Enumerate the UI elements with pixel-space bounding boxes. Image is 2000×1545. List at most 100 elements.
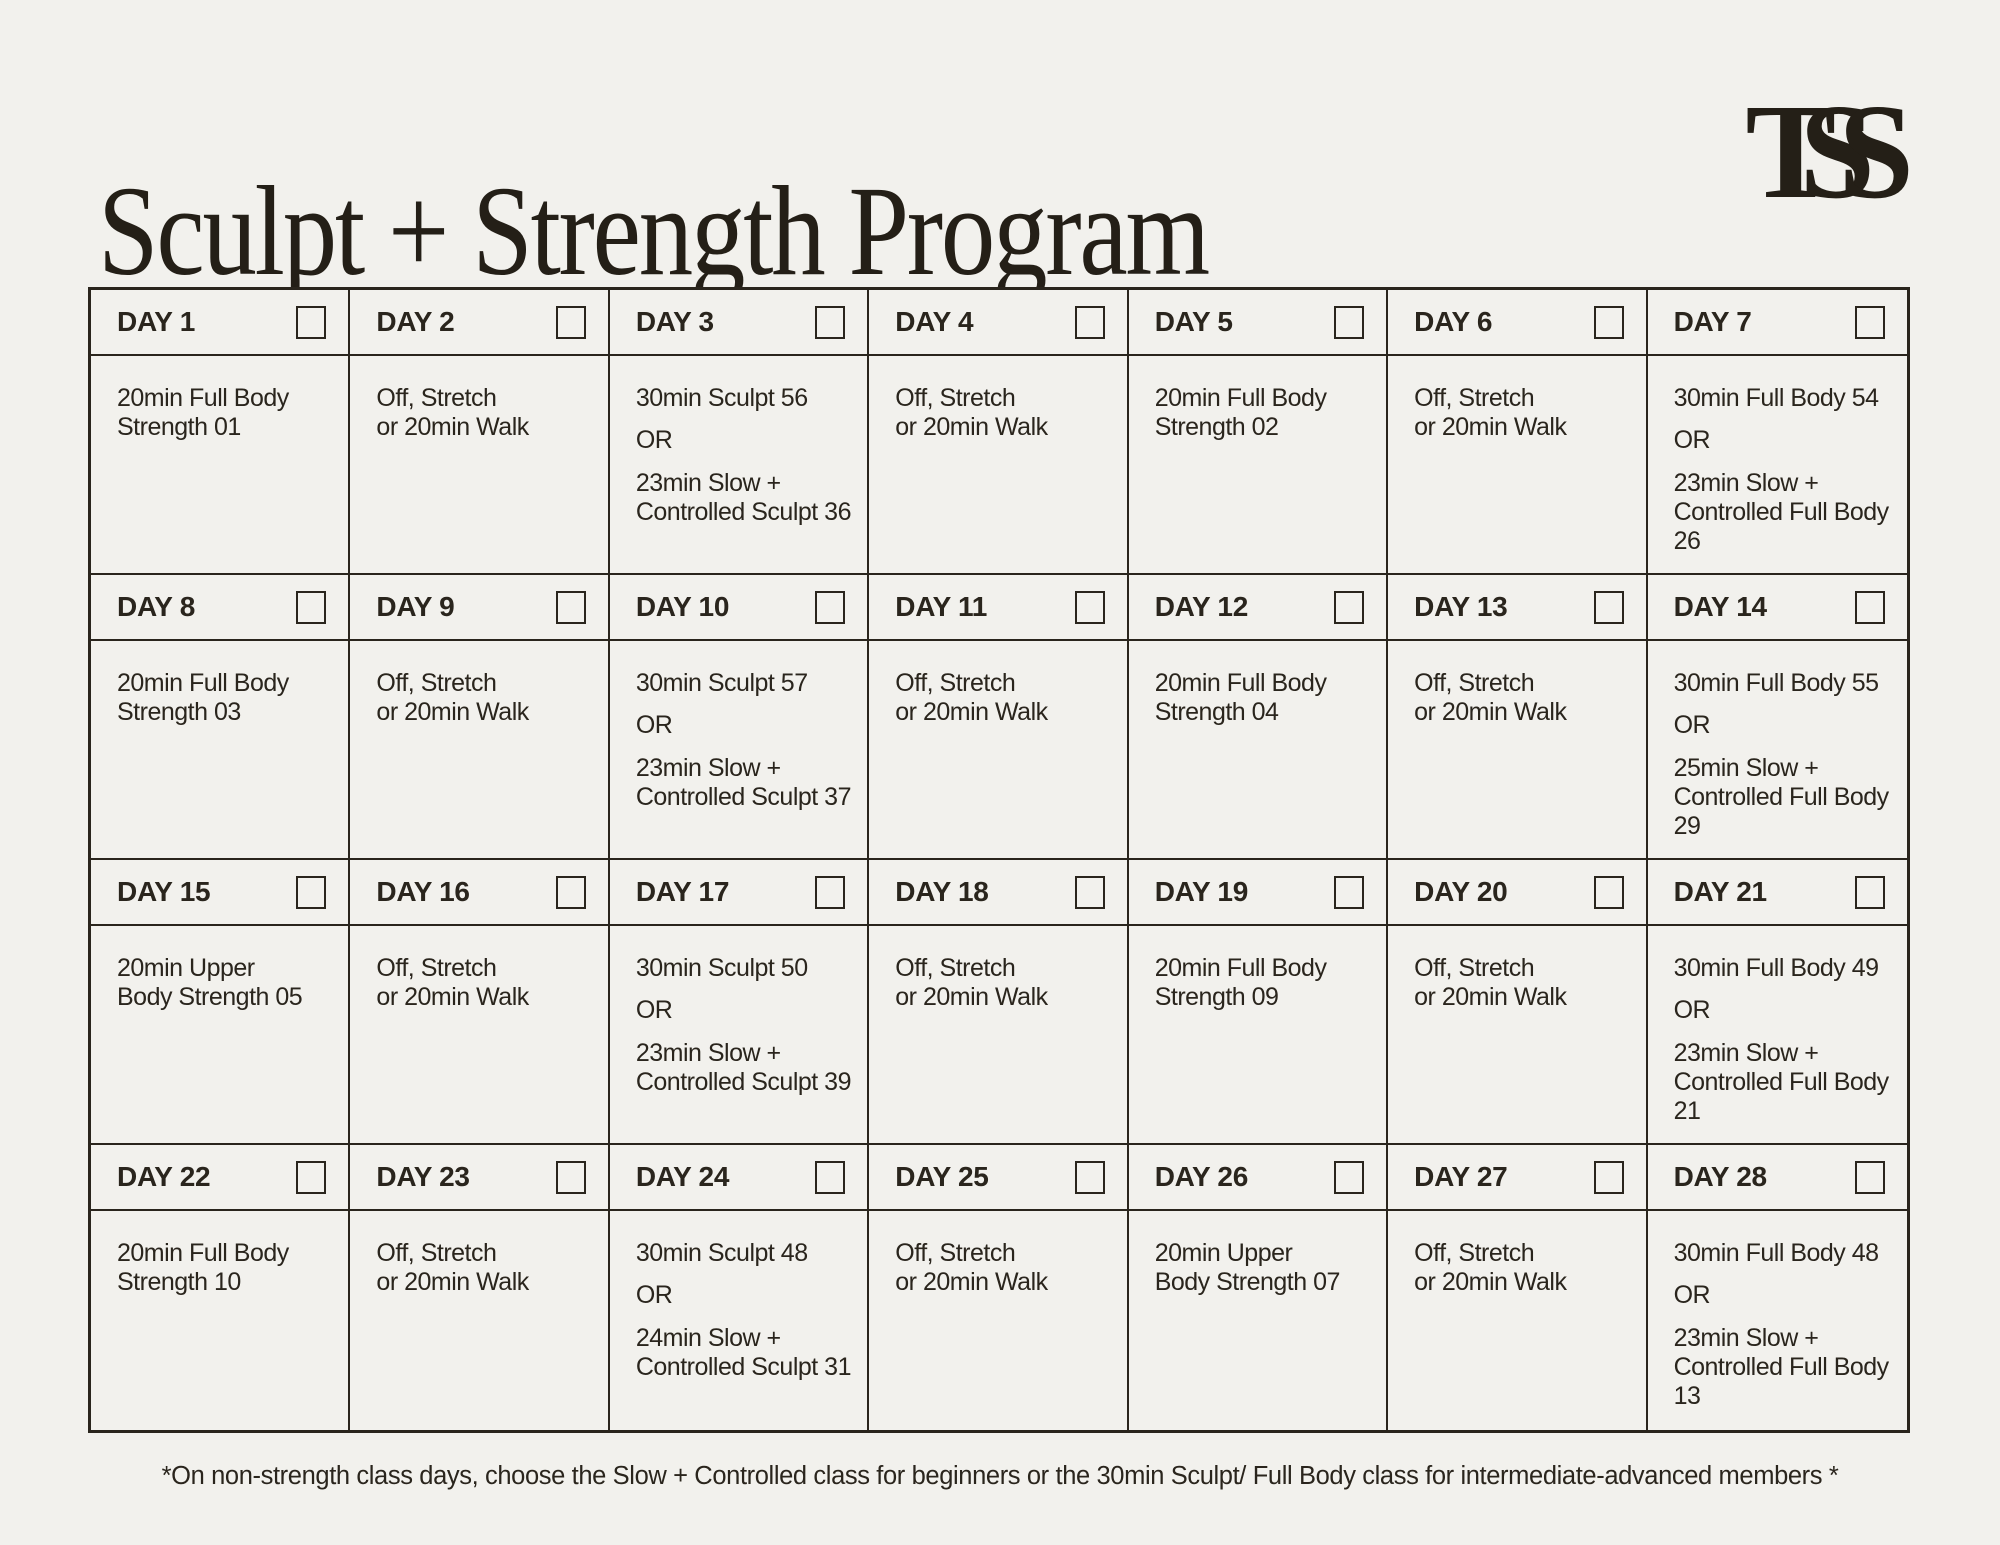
day-header: DAY 27 <box>1388 1145 1648 1211</box>
day-text: 30min Full Body 49 <box>1673 954 1880 982</box>
day-label: DAY 26 <box>1154 1161 1249 1192</box>
day-checkbox[interactable] <box>296 875 327 909</box>
day-text: 23min Slow + Controlled Full Body 26 <box>1673 468 1890 556</box>
day-checkbox[interactable] <box>555 590 586 624</box>
day-header: DAY 3 <box>609 290 870 356</box>
day-text: OR <box>635 996 673 1025</box>
day-text: 20min Full Body Strength 09 <box>1154 954 1327 1012</box>
day-text: Off, Stretch or 20min Walk <box>1414 954 1567 1012</box>
day-label: DAY 5 <box>1154 306 1233 337</box>
day-checkbox[interactable] <box>555 1160 586 1194</box>
day-header: DAY 16 <box>350 860 610 926</box>
day-checkbox[interactable] <box>1334 590 1365 624</box>
day-header: DAY 13 <box>1388 575 1648 641</box>
day-label: DAY 25 <box>895 1161 989 1192</box>
day-checkbox[interactable] <box>296 590 327 624</box>
day-label: DAY 6 <box>1414 306 1493 337</box>
day-checkbox[interactable] <box>1854 305 1885 339</box>
day-checkbox[interactable] <box>815 305 846 339</box>
day-checkbox[interactable] <box>1593 305 1624 339</box>
day-label: DAY 27 <box>1414 1161 1508 1192</box>
day-content: 30min Full Body 48 OR 23min Slow + Control… <box>1648 1211 1907 1430</box>
day-label: DAY 12 <box>1154 591 1249 622</box>
day-label: DAY 24 <box>635 1161 730 1192</box>
day-text: 25min Slow + Controlled Full Body 29 <box>1673 753 1890 841</box>
day-header: DAY 19 <box>1128 860 1389 926</box>
day-content: 30min Sculpt 48 OR 24min Slow + Controlled… <box>610 1211 870 1430</box>
day-content: 30min Sculpt 56 OR 23min Slow + Controlled… <box>609 356 870 575</box>
day-checkbox[interactable] <box>1593 1160 1624 1194</box>
day-text: Off, Stretch or 20min Walk <box>376 384 529 442</box>
day-label: DAY 4 <box>895 306 974 337</box>
day-content: 20min Full Body Strength 09 <box>1128 926 1389 1145</box>
day-label: DAY 3 <box>635 306 714 337</box>
day-label: DAY 1 <box>117 306 195 337</box>
day-checkbox[interactable] <box>1074 590 1105 624</box>
day-text: 20min Full Body Strength 03 <box>117 669 289 727</box>
day-checkbox[interactable] <box>1334 305 1365 339</box>
day-checkbox[interactable] <box>1334 875 1365 909</box>
day-text: Off, Stretch or 20min Walk <box>1414 384 1567 442</box>
day-header: DAY 17 <box>609 860 870 926</box>
day-header: DAY 25 <box>869 1145 1129 1211</box>
day-text: 23min Slow + Controlled Sculpt 36 <box>635 468 852 526</box>
day-content: 30min Sculpt 50 OR 23min Slow + Controlled… <box>609 926 870 1145</box>
day-checkbox[interactable] <box>1593 875 1624 909</box>
day-checkbox[interactable] <box>1074 1160 1105 1194</box>
day-content: 30min Sculpt 57 OR 23min Slow + Controlled… <box>609 641 870 860</box>
day-content: Off, Stretch or 20min Walk <box>1388 926 1648 1145</box>
day-content: Off, Stretch or 20min Walk <box>869 1211 1129 1430</box>
day-text: Off, Stretch or 20min Walk <box>895 384 1048 442</box>
page-title: Sculpt + Strength Program <box>98 159 1210 302</box>
day-header: DAY 1 <box>91 290 351 356</box>
day-label: DAY 21 <box>1673 876 1768 907</box>
day-checkbox[interactable] <box>296 305 327 339</box>
day-checkbox[interactable] <box>1334 1160 1365 1194</box>
day-checkbox[interactable] <box>555 875 586 909</box>
day-text: 30min Sculpt 50 <box>635 954 808 982</box>
day-label: DAY 17 <box>635 876 730 907</box>
day-checkbox[interactable] <box>1074 875 1105 909</box>
day-text: Off, Stretch or 20min Walk <box>376 669 529 727</box>
day-text: Off, Stretch or 20min Walk <box>895 954 1048 1012</box>
footnote: *On non-strength class days, choose the … <box>161 1462 1839 1490</box>
day-checkbox[interactable] <box>1854 875 1885 909</box>
day-checkbox[interactable] <box>815 590 846 624</box>
day-text: 20min Upper Body Strength 05 <box>117 954 303 1012</box>
day-text: 30min Sculpt 57 <box>635 669 808 697</box>
day-label: DAY 19 <box>1154 876 1249 907</box>
day-label: DAY 11 <box>895 591 988 622</box>
day-text: 23min Slow + Controlled Sculpt 37 <box>635 753 852 811</box>
day-label: DAY 18 <box>895 876 989 907</box>
day-checkbox[interactable] <box>815 1160 846 1194</box>
day-label: DAY 23 <box>376 1161 470 1192</box>
day-header: DAY 2 <box>350 290 610 356</box>
day-text: Off, Stretch or 20min Walk <box>1414 1239 1567 1297</box>
day-content: 20min Upper Body Strength 07 <box>1129 1211 1389 1430</box>
day-text: 20min Full Body Strength 02 <box>1154 384 1327 442</box>
calendar-grid: DAY 1 DAY 2 DAY 3 DAY 4 DAY 5 DAY 6 DAY 7 20min… <box>88 287 1910 1433</box>
day-content: Off, Stretch or 20min Walk <box>1388 1211 1648 1430</box>
day-content: 20min Full Body Strength 03 <box>91 641 351 860</box>
day-checkbox[interactable] <box>815 875 846 909</box>
day-label: DAY 14 <box>1673 591 1768 622</box>
day-content: Off, Stretch or 20min Walk <box>350 1211 610 1430</box>
day-header: DAY 15 <box>91 860 351 926</box>
day-header: DAY 6 <box>1388 290 1648 356</box>
day-checkbox[interactable] <box>555 305 586 339</box>
day-content: 30min Full Body 55 OR 25min Slow + Control… <box>1647 641 1907 860</box>
day-text: 20min Full Body Strength 04 <box>1154 669 1327 727</box>
day-label: DAY 8 <box>117 591 195 622</box>
day-content: Off, Stretch or 20min Walk <box>869 356 1129 575</box>
day-header: DAY 9 <box>350 575 610 641</box>
day-label: DAY 16 <box>376 876 470 907</box>
day-checkbox[interactable] <box>296 1160 327 1194</box>
day-header: DAY 14 <box>1647 575 1907 641</box>
day-checkbox[interactable] <box>1854 1160 1885 1194</box>
day-content: Off, Stretch or 20min Walk <box>1388 356 1648 575</box>
day-text: OR <box>1673 1281 1711 1310</box>
tss-logo: TSS <box>1745 77 1913 227</box>
day-checkbox[interactable] <box>1593 590 1624 624</box>
day-checkbox[interactable] <box>1854 590 1885 624</box>
day-checkbox[interactable] <box>1074 305 1105 339</box>
